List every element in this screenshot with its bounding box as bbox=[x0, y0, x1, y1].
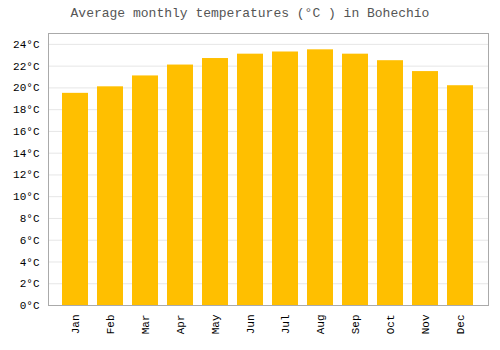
svg-text:22°C: 22°C bbox=[13, 61, 40, 73]
svg-text:Jan: Jan bbox=[70, 315, 82, 335]
html-text:Average monthly temperatures (: Average monthly temperatures (°C ) in Bo… bbox=[70, 6, 430, 21]
svg-text:6°C: 6°C bbox=[20, 235, 40, 247]
svg-text:4°C: 4°C bbox=[20, 257, 40, 269]
svg-text:Sep: Sep bbox=[350, 315, 362, 335]
svg-text:Mar: Mar bbox=[140, 315, 152, 335]
svg-text:Jun: Jun bbox=[245, 315, 257, 335]
svg-text:14°C: 14°C bbox=[13, 148, 40, 160]
svg-text:Feb: Feb bbox=[105, 315, 117, 335]
svg-text:May: May bbox=[210, 314, 222, 334]
svg-text:Oct: Oct bbox=[385, 315, 397, 335]
svg-text:10°C: 10°C bbox=[13, 191, 40, 203]
svg-text:12°C: 12°C bbox=[13, 169, 40, 181]
svg-text:Dec: Dec bbox=[455, 315, 467, 335]
svg-text:0°C: 0°C bbox=[20, 300, 40, 312]
svg-text:Aug: Aug bbox=[315, 315, 327, 335]
svg-text:18°C: 18°C bbox=[13, 104, 40, 116]
svg-text:16°C: 16°C bbox=[13, 126, 40, 138]
svg-text:2°C: 2°C bbox=[20, 278, 40, 290]
svg-text:20°C: 20°C bbox=[13, 82, 40, 94]
svg-text:Jul: Jul bbox=[280, 315, 292, 335]
svg-text:Nov: Nov bbox=[420, 314, 432, 334]
svg-text:24°C: 24°C bbox=[13, 39, 40, 51]
svg-text:Apr: Apr bbox=[175, 315, 187, 335]
svg-text:8°C: 8°C bbox=[20, 213, 40, 225]
